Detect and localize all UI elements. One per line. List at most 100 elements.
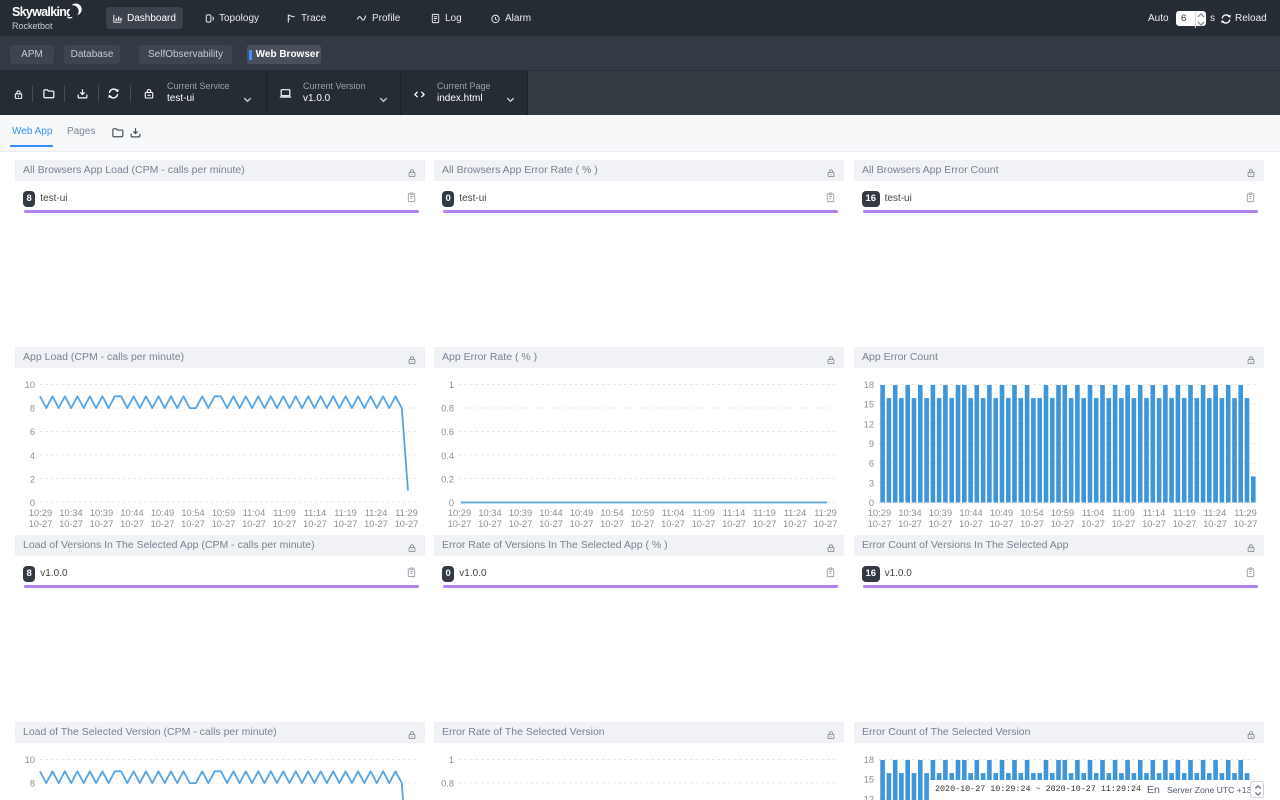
svg-text:11:24: 11:24 [365, 508, 388, 518]
svg-text:10:39: 10:39 [90, 508, 113, 518]
svg-text:10:29: 10:29 [29, 508, 52, 518]
svg-text:10-27: 10-27 [631, 519, 655, 529]
svg-text:10:59: 10:59 [1051, 508, 1074, 518]
svg-text:8: 8 [30, 779, 35, 789]
svg-text:10-27: 10-27 [1020, 519, 1044, 529]
svg-text:10: 10 [25, 380, 35, 390]
svg-text:1: 1 [449, 380, 454, 390]
svg-text:9: 9 [869, 439, 874, 449]
svg-text:10-27: 10-27 [509, 519, 533, 529]
svg-text:0: 0 [30, 498, 35, 508]
svg-text:12: 12 [864, 419, 874, 429]
svg-text:18: 18 [864, 755, 874, 765]
svg-text:0.6: 0.6 [441, 427, 454, 437]
svg-text:2: 2 [30, 474, 35, 484]
svg-text:10:49: 10:49 [990, 508, 1013, 518]
svg-text:10:54: 10:54 [181, 508, 204, 518]
svg-text:10-27: 10-27 [661, 519, 685, 529]
svg-text:6: 6 [30, 427, 35, 437]
svg-text:11:09: 11:09 [273, 508, 296, 518]
svg-text:10: 10 [25, 755, 35, 765]
svg-text:10:59: 10:59 [631, 508, 654, 518]
svg-text:0.8: 0.8 [441, 779, 454, 789]
svg-text:10-27: 10-27 [1203, 519, 1227, 529]
svg-text:6: 6 [869, 459, 874, 469]
svg-text:11:19: 11:19 [334, 508, 357, 518]
svg-text:10:29: 10:29 [868, 508, 891, 518]
svg-text:10-27: 10-27 [868, 519, 892, 529]
svg-text:10-27: 10-27 [448, 519, 472, 529]
svg-text:10:34: 10:34 [898, 508, 921, 518]
svg-text:11:14: 11:14 [723, 508, 746, 518]
svg-text:8: 8 [30, 404, 35, 414]
svg-text:10-27: 10-27 [539, 519, 563, 529]
svg-text:10:44: 10:44 [539, 508, 562, 518]
svg-text:0.2: 0.2 [441, 474, 454, 484]
svg-text:10:54: 10:54 [1020, 508, 1043, 518]
svg-text:0.8: 0.8 [441, 404, 454, 414]
svg-text:10-27: 10-27 [600, 519, 624, 529]
svg-text:10:49: 10:49 [570, 508, 593, 518]
svg-text:10-27: 10-27 [1051, 519, 1075, 529]
svg-text:10-27: 10-27 [783, 519, 807, 529]
svg-text:0.4: 0.4 [441, 451, 454, 461]
svg-text:10-27: 10-27 [90, 519, 114, 529]
svg-text:15: 15 [864, 775, 874, 785]
svg-text:11:19: 11:19 [1173, 508, 1196, 518]
svg-text:11:09: 11:09 [1112, 508, 1135, 518]
svg-text:10-27: 10-27 [120, 519, 144, 529]
svg-text:10-27: 10-27 [753, 519, 777, 529]
svg-text:11:14: 11:14 [304, 508, 327, 518]
svg-text:11:04: 11:04 [243, 508, 266, 518]
svg-text:10:39: 10:39 [929, 508, 952, 518]
svg-text:10-27: 10-27 [59, 519, 83, 529]
svg-text:10-27: 10-27 [570, 519, 594, 529]
svg-text:10:34: 10:34 [478, 508, 501, 518]
svg-text:10-27: 10-27 [181, 519, 205, 529]
svg-text:10-27: 10-27 [990, 519, 1014, 529]
svg-text:10-27: 10-27 [478, 519, 502, 529]
svg-text:11:19: 11:19 [753, 508, 776, 518]
svg-text:10:44: 10:44 [120, 508, 143, 518]
svg-text:10-27: 10-27 [929, 519, 953, 529]
svg-text:10:34: 10:34 [59, 508, 82, 518]
svg-text:10:49: 10:49 [151, 508, 174, 518]
svg-text:10:39: 10:39 [509, 508, 532, 518]
svg-text:10:54: 10:54 [600, 508, 623, 518]
svg-text:10-27: 10-27 [814, 519, 838, 529]
svg-text:11:29: 11:29 [814, 508, 837, 518]
svg-text:18: 18 [864, 380, 874, 390]
svg-text:10-27: 10-27 [959, 519, 983, 529]
svg-text:3: 3 [869, 478, 874, 488]
svg-text:10-27: 10-27 [722, 519, 746, 529]
svg-text:10-27: 10-27 [334, 519, 358, 529]
svg-text:10-27: 10-27 [364, 519, 388, 529]
svg-text:12: 12 [864, 794, 874, 800]
svg-text:10-27: 10-27 [29, 519, 53, 529]
svg-text:10-27: 10-27 [242, 519, 266, 529]
svg-text:10-27: 10-27 [212, 519, 236, 529]
svg-text:11:29: 11:29 [1234, 508, 1257, 518]
svg-text:11:29: 11:29 [395, 508, 418, 518]
svg-text:10-27: 10-27 [151, 519, 175, 529]
svg-text:10-27: 10-27 [303, 519, 327, 529]
svg-text:10:29: 10:29 [448, 508, 471, 518]
svg-text:10-27: 10-27 [273, 519, 297, 529]
svg-text:11:24: 11:24 [784, 508, 807, 518]
svg-text:10-27: 10-27 [1142, 519, 1166, 529]
svg-text:10:44: 10:44 [959, 508, 982, 518]
svg-text:10-27: 10-27 [1081, 519, 1105, 529]
svg-text:10-27: 10-27 [898, 519, 922, 529]
svg-text:10-27: 10-27 [395, 519, 419, 529]
svg-text:11:14: 11:14 [1143, 508, 1166, 518]
svg-text:11:04: 11:04 [1082, 508, 1105, 518]
svg-text:10-27: 10-27 [1173, 519, 1197, 529]
svg-text:10-27: 10-27 [692, 519, 716, 529]
svg-text:10-27: 10-27 [1234, 519, 1258, 529]
svg-text:0: 0 [869, 498, 874, 508]
svg-text:15: 15 [864, 400, 874, 410]
svg-text:10-27: 10-27 [1112, 519, 1136, 529]
svg-text:11:24: 11:24 [1204, 508, 1227, 518]
svg-text:4: 4 [30, 451, 35, 461]
svg-text:10:59: 10:59 [212, 508, 235, 518]
